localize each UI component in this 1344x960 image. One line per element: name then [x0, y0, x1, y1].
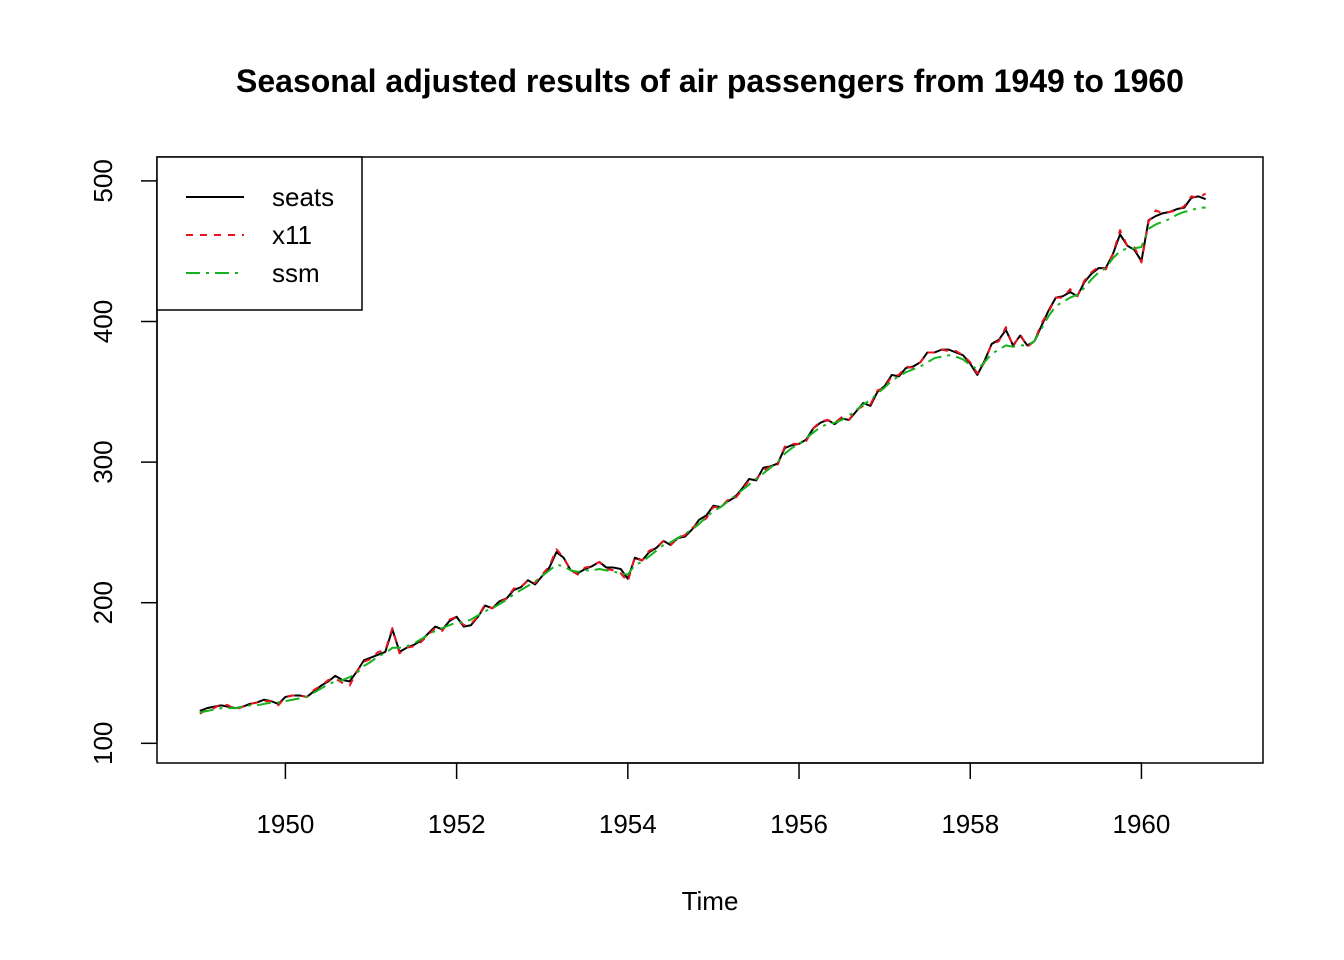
x-ticks: 1950 1952 1954 1956 1958 1960 [256, 763, 1170, 839]
series-layer [199, 192, 1207, 715]
legend-label-ssm: ssm [272, 258, 320, 288]
y-tick-label: 200 [88, 581, 118, 624]
y-tick-label: 100 [88, 722, 118, 765]
y-tick-label: 500 [88, 159, 118, 202]
y-ticks: 100 200 300 400 500 [88, 159, 157, 765]
x-tick-label: 1954 [599, 809, 657, 839]
y-tick-label: 400 [88, 300, 118, 343]
x-axis-label: Time [682, 886, 739, 916]
legend-box [156, 156, 363, 311]
legend-label-seats: seats [272, 182, 334, 212]
legend: seats x11 ssm [156, 156, 363, 311]
y-tick-label: 300 [88, 440, 118, 483]
chart-title: Seasonal adjusted results of air passeng… [236, 63, 1184, 99]
x-tick-label: 1950 [256, 809, 314, 839]
x-tick-label: 1956 [770, 809, 828, 839]
legend-items: seats x11 ssm [186, 182, 334, 288]
legend-label-x11: x11 [272, 220, 312, 250]
x-tick-label: 1952 [428, 809, 486, 839]
series-line-x11 [199, 192, 1207, 715]
series-line-ssm [199, 206, 1206, 714]
x-tick-label: 1960 [1113, 809, 1171, 839]
x-tick-label: 1958 [941, 809, 999, 839]
